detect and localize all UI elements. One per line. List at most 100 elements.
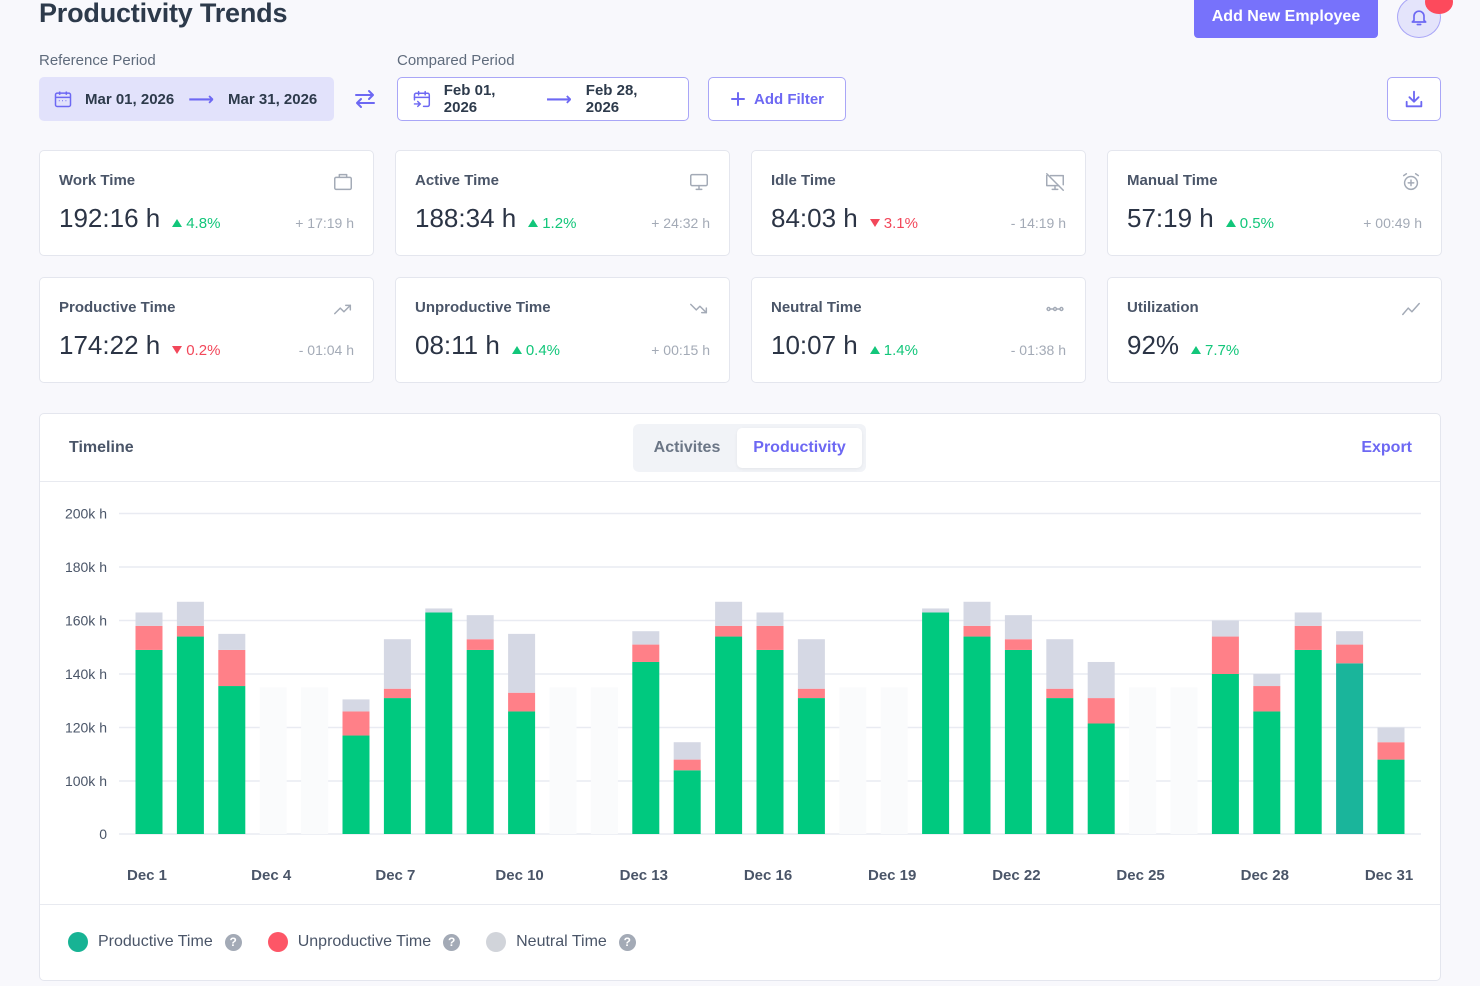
bar-unproductive: [1336, 644, 1364, 664]
empty-day-bar: [301, 687, 329, 834]
bar-unproductive: [466, 639, 494, 650]
triangle-up-icon: [172, 219, 183, 227]
bar-unproductive: [508, 692, 536, 712]
timeline-title: Timeline: [69, 439, 134, 456]
triangle-down-icon: [869, 219, 880, 227]
stat-title: Neutral Time: [771, 299, 862, 316]
bar-productive: [1087, 723, 1115, 834]
stat-value: 174:22 h: [59, 330, 161, 360]
bar-neutral: [1377, 727, 1405, 743]
triangle-up-icon: [1225, 219, 1236, 227]
y-tick-label: 180k h: [65, 559, 107, 575]
bar-productive: [508, 711, 536, 834]
bar-unproductive: [673, 759, 701, 771]
empty-day-bar: [549, 687, 577, 834]
legend-item-neutral[interactable]: Neutral Time ?: [486, 932, 636, 952]
neutral-dot-icon: [486, 932, 507, 952]
reference-period-picker[interactable]: Mar 01, 2026 ⟶ Mar 31, 2026: [39, 77, 334, 121]
bar-productive: [218, 686, 246, 834]
bar-productive: [1253, 711, 1281, 834]
stat-value: 188:34 h: [415, 203, 517, 233]
bar-unproductive: [1377, 742, 1405, 760]
stat-title: Manual Time: [1127, 172, 1218, 189]
bar-unproductive: [342, 711, 370, 736]
bell-icon: [1411, 10, 1427, 26]
stat-change: 7.7%: [1191, 342, 1239, 359]
bar-unproductive: [963, 625, 991, 637]
bar-productive: [342, 735, 370, 834]
bar-productive: [1046, 698, 1074, 834]
triangle-up-icon: [511, 346, 522, 354]
monitor-icon: [690, 173, 708, 191]
bar-unproductive: [1046, 688, 1074, 699]
bar-productive: [1377, 759, 1405, 834]
stat-title: Idle Time: [771, 172, 836, 189]
bar-neutral: [1087, 661, 1115, 699]
calendar-compare-icon: [413, 90, 431, 108]
timeline-chart: 0 100k h 120k h 140k h 160k h 180k h 200k h Dec…: [65, 506, 1421, 884]
bar-neutral: [1046, 639, 1074, 689]
stat-change: 0.4%: [511, 342, 560, 359]
stat-diff: + 17:19 h: [295, 215, 354, 231]
stat-change-value: 7.7%: [1205, 341, 1240, 359]
empty-day-bar: [590, 687, 618, 834]
stat-diff: - 01:04 h: [298, 342, 354, 358]
bar-productive: [922, 612, 950, 834]
help-icon[interactable]: ?: [443, 933, 461, 951]
export-link[interactable]: Export: [1361, 439, 1412, 456]
bar-neutral: [425, 608, 453, 613]
bar-neutral: [1004, 615, 1032, 640]
help-icon[interactable]: ?: [618, 933, 636, 951]
bar-productive: [466, 649, 494, 834]
reference-end-date: Mar 31, 2026: [228, 90, 318, 108]
stat-change: 3.1%: [869, 214, 918, 232]
monitor-off-icon: [1046, 173, 1064, 191]
legend-item-productive[interactable]: Productive Time ?: [68, 932, 242, 952]
stat-value-row: 08:11 h 0.4%: [415, 330, 560, 361]
empty-day-bar: [880, 687, 908, 834]
reference-period-label: Reference Period: [39, 52, 156, 69]
add-filter-button[interactable]: Add Filter: [708, 77, 846, 121]
bar-neutral: [797, 639, 825, 689]
trending-up-icon: [334, 304, 352, 315]
stat-value: 84:03 h: [771, 203, 858, 233]
stat-change: 0.2%: [172, 342, 220, 359]
bar-productive: [715, 636, 743, 834]
stat-change-value: 3.1%: [883, 214, 918, 232]
stat-diff: - 01:38 h: [1010, 342, 1066, 358]
stat-card-manual-time: Manual Time 57:19 h 0.5% + 00:49 h: [1107, 150, 1442, 256]
swap-periods-icon[interactable]: [352, 87, 378, 111]
compared-period-picker[interactable]: Feb 01, 2026 ⟶ Feb 28, 2026: [397, 77, 689, 121]
triangle-down-icon: [172, 346, 183, 354]
help-icon[interactable]: ?: [224, 933, 242, 951]
stat-value: 57:19 h: [1127, 203, 1214, 233]
add-new-employee-button[interactable]: Add New Employee: [1194, 0, 1378, 38]
stat-card-active-time: Active Time 188:34 h 1.2% + 24:32 h: [395, 150, 730, 256]
bar-productive: [135, 649, 163, 834]
x-tick-label: Dec 7: [375, 867, 415, 884]
bar-productive: [1294, 649, 1322, 834]
y-tick-label: 200k h: [65, 506, 107, 522]
stat-change: 1.2%: [528, 215, 576, 232]
legend-item-unproductive[interactable]: Unproductive Time ?: [267, 932, 461, 952]
stat-title: Productive Time: [59, 299, 176, 316]
bar-neutral: [466, 615, 494, 640]
download-button[interactable]: [1387, 77, 1441, 121]
stat-card-neutral-time: Neutral Time 10:07 h 1.4% - 01:38 h: [751, 277, 1086, 383]
empty-day-bar: [839, 687, 867, 834]
stat-change-value: 0.2%: [186, 341, 221, 359]
calendar-icon: [54, 91, 72, 108]
legend-divider: [40, 904, 1440, 905]
plus-icon: [731, 92, 745, 106]
tab-productivity[interactable]: Productivity: [737, 428, 862, 468]
x-tick-label: Dec 22: [992, 867, 1040, 884]
stat-change: 1.4%: [869, 342, 918, 359]
bar-productive: [1211, 674, 1239, 834]
compared-end-date: Feb 28, 2026: [585, 82, 638, 116]
tab-activities[interactable]: Activites: [653, 439, 721, 456]
bar-unproductive: [383, 688, 411, 699]
stat-diff: - 14:19 h: [1010, 215, 1066, 231]
bar-neutral: [342, 699, 370, 712]
x-tick-label: Dec 13: [620, 867, 668, 884]
